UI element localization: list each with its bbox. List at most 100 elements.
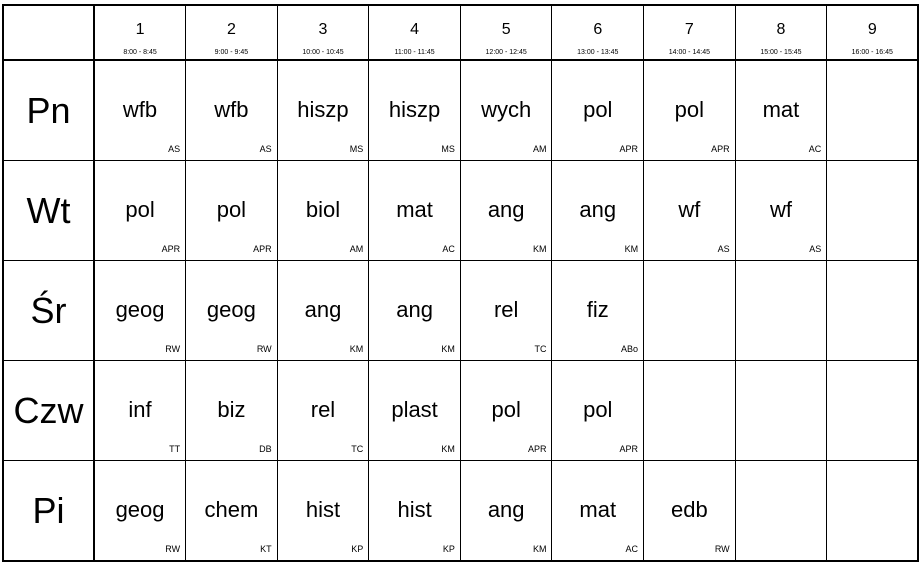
lesson-cell[interactable]: wych AM	[459, 59, 553, 161]
period-header: 7 14:00 - 14:45	[643, 4, 736, 61]
teacher-code: KM	[441, 444, 455, 454]
period-header: 9 16:00 - 16:45	[826, 4, 919, 61]
lesson-cell[interactable]	[734, 360, 828, 461]
lesson-cell[interactable]: mat AC	[551, 460, 645, 562]
lesson-cell[interactable]: geog RW	[93, 260, 187, 361]
period-header: 5 12:00 - 12:45	[459, 4, 553, 61]
lesson-cell[interactable]: fiz ABo	[551, 260, 645, 361]
period-number: 7	[684, 21, 694, 38]
lesson-cell[interactable]: rel TC	[276, 360, 370, 461]
period-number: 4	[410, 21, 420, 38]
lesson-cell[interactable]	[643, 260, 736, 361]
teacher-code: APR	[711, 144, 730, 154]
period-time: 8:00 - 8:45	[123, 49, 157, 56]
lesson-cell[interactable]	[643, 360, 736, 461]
teacher-code: ABo	[621, 344, 639, 354]
lesson-cell[interactable]	[826, 260, 919, 361]
lesson-cell[interactable]: hiszp MS	[368, 59, 461, 161]
lesson-cell[interactable]: chem KT	[185, 460, 278, 562]
subject: pol	[674, 97, 705, 122]
period-number: 5	[501, 21, 511, 38]
teacher-code: KM	[349, 344, 364, 354]
lesson-cell[interactable]: pol APR	[551, 360, 645, 461]
lesson-cell[interactable]	[826, 59, 919, 161]
subject: ang	[396, 297, 433, 322]
teacher-code: RW	[165, 344, 181, 354]
lesson-cell[interactable]: pol APR	[551, 59, 645, 161]
lesson-cell[interactable]	[734, 260, 828, 361]
lesson-cell[interactable]: mat AC	[368, 160, 461, 261]
lesson-cell[interactable]: hist KP	[276, 460, 370, 562]
lesson-cell[interactable]: hist KP	[368, 460, 461, 562]
period-time: 16:00 - 16:45	[851, 49, 893, 56]
lesson-cell[interactable]: geog RW	[93, 460, 187, 562]
lesson-cell[interactable]: ang KM	[459, 160, 553, 261]
teacher-code: KP	[351, 544, 364, 554]
subject: hist	[397, 497, 432, 522]
subject: rel	[310, 397, 336, 422]
teacher-code: AS	[717, 244, 730, 254]
teacher-code: KM	[441, 344, 455, 354]
teacher-code: TT	[169, 444, 181, 454]
period-time: 11:00 - 11:45	[394, 49, 435, 56]
teacher-code: DB	[259, 444, 272, 454]
teacher-code: AS	[168, 144, 181, 154]
lesson-cell[interactable]: ang KM	[368, 260, 461, 361]
subject: inf	[128, 397, 152, 422]
lesson-cell[interactable]: geog RW	[185, 260, 278, 361]
lesson-cell[interactable]: ang KM	[551, 160, 645, 261]
lesson-cell[interactable]: hiszp MS	[276, 59, 370, 161]
lesson-cell[interactable]: pol APR	[459, 360, 553, 461]
subject: hiszp	[388, 97, 441, 122]
period-header: 2 9:00 - 9:45	[185, 4, 278, 61]
lesson-cell[interactable]: wfb AS	[93, 59, 187, 161]
subject: fiz	[586, 297, 609, 322]
period-header: 4 11:00 - 11:45	[368, 4, 461, 61]
lesson-cell[interactable]: ang KM	[276, 260, 370, 361]
subject: wych	[481, 97, 532, 122]
lesson-cell[interactable]	[826, 460, 919, 562]
subject: mat	[396, 197, 433, 222]
lesson-cell[interactable]: biol AM	[276, 160, 370, 261]
teacher-code: AM	[349, 244, 364, 254]
lesson-cell[interactable]: biz DB	[185, 360, 278, 461]
lesson-cell[interactable]: wf AS	[734, 160, 828, 261]
lesson-cell[interactable]: mat AC	[734, 59, 828, 161]
teacher-code: APR	[161, 244, 181, 254]
lesson-cell[interactable]: wf AS	[643, 160, 736, 261]
period-header: 8 15:00 - 15:45	[734, 4, 828, 61]
lesson-cell[interactable]	[826, 360, 919, 461]
day-label: Czw	[2, 360, 95, 461]
teacher-code: APR	[253, 244, 272, 254]
teacher-code: AC	[808, 144, 822, 154]
period-time: 12:00 - 12:45	[485, 49, 527, 56]
period-time: 14:00 - 14:45	[668, 49, 710, 56]
subject: geog	[206, 297, 256, 322]
subject: pol	[583, 97, 613, 122]
teacher-code: APR	[619, 444, 639, 454]
lesson-cell[interactable]: pol APR	[93, 160, 187, 261]
lesson-cell[interactable]	[734, 460, 828, 562]
lesson-cell[interactable]	[826, 160, 919, 261]
teacher-code: AM	[532, 144, 547, 154]
lesson-cell[interactable]: pol APR	[185, 160, 278, 261]
teacher-code: KM	[532, 544, 547, 554]
lesson-cell[interactable]: ang KM	[459, 460, 553, 562]
teacher-code: AS	[809, 244, 822, 254]
subject: ang	[304, 297, 342, 322]
subject: ang	[579, 197, 617, 222]
lesson-cell[interactable]: edb RW	[643, 460, 736, 562]
lesson-cell[interactable]: wfb AS	[185, 59, 278, 161]
teacher-code: APR	[619, 144, 639, 154]
lesson-cell[interactable]: inf TT	[93, 360, 187, 461]
subject: geog	[115, 297, 165, 322]
day-label: Pn	[2, 59, 95, 161]
lesson-cell[interactable]: pol APR	[643, 59, 736, 161]
period-number: 9	[867, 21, 877, 38]
subject: pol	[491, 397, 521, 422]
subject: hiszp	[297, 97, 349, 122]
lesson-cell[interactable]: plast KM	[368, 360, 461, 461]
lesson-cell[interactable]: rel TC	[459, 260, 553, 361]
subject: pol	[125, 197, 155, 222]
teacher-code: KP	[442, 544, 455, 554]
